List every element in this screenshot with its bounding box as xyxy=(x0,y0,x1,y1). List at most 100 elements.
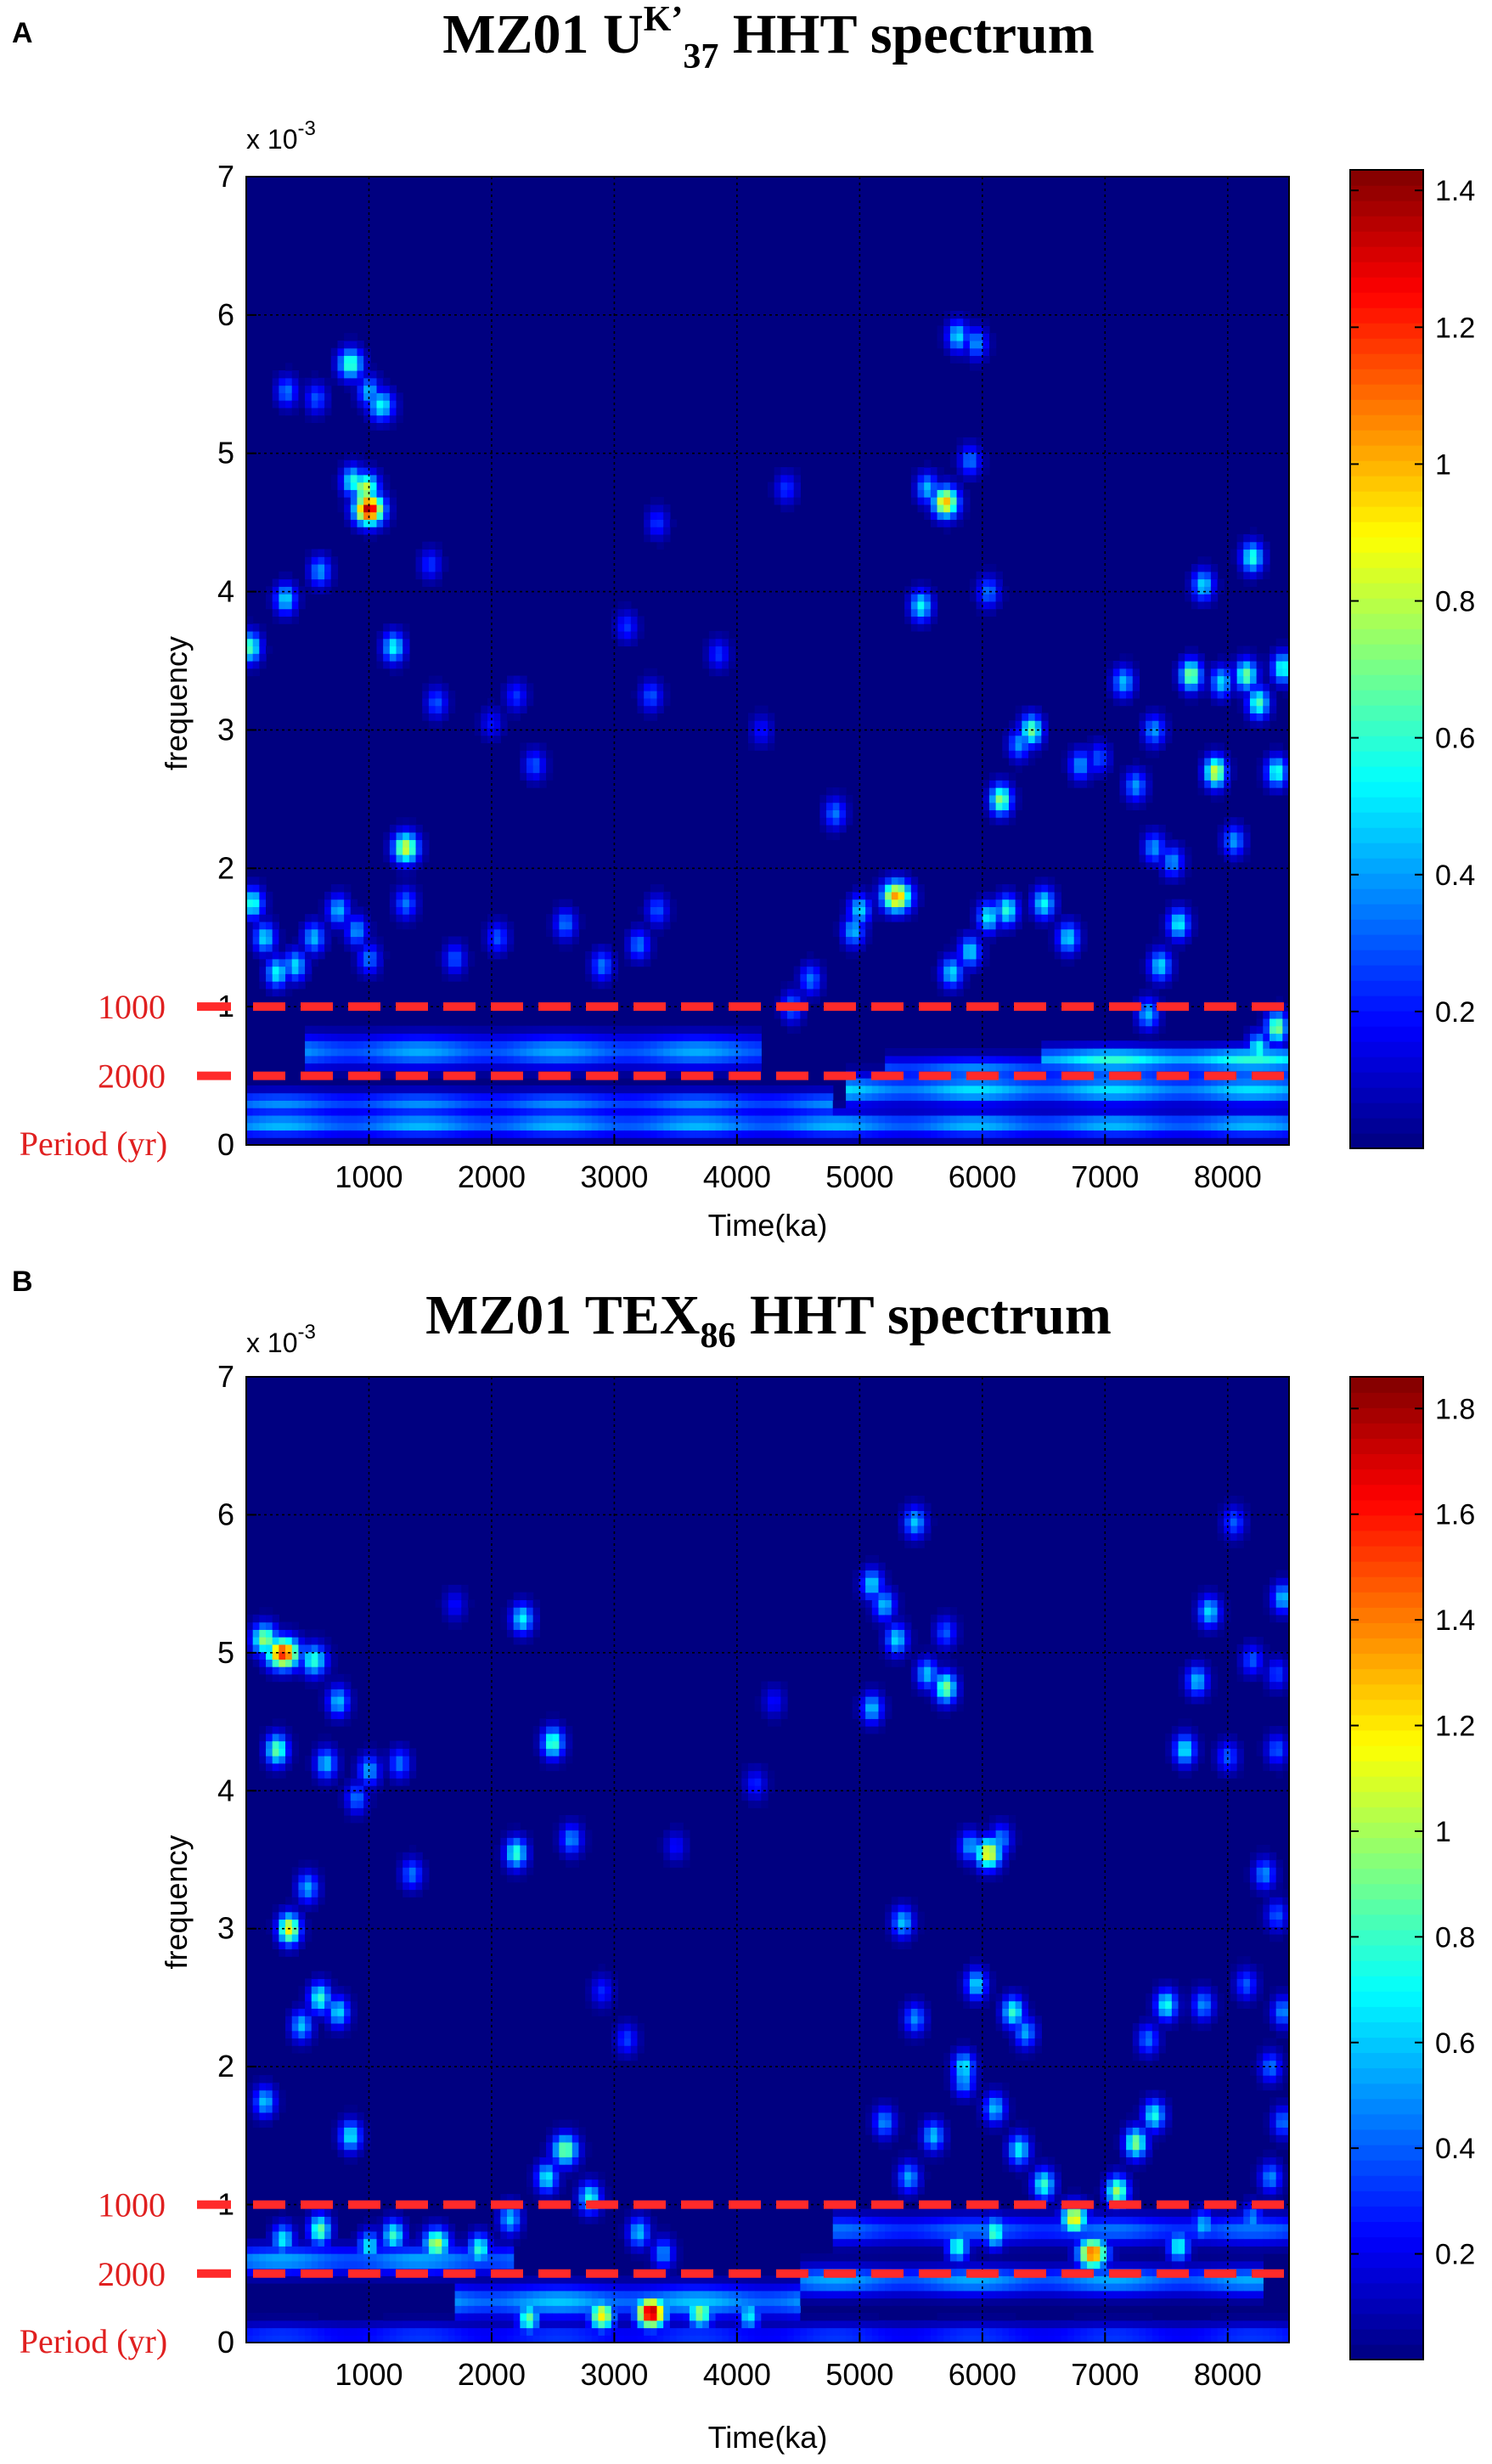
heatmap-cell xyxy=(350,467,358,476)
heatmap-cell xyxy=(539,780,547,788)
heatmap-cell xyxy=(552,1040,560,1049)
heatmap-cell xyxy=(735,1055,742,1064)
heatmap-cell xyxy=(279,928,286,938)
heatmap-cell xyxy=(363,1130,371,1138)
heatmap-cell xyxy=(1073,758,1081,766)
heatmap-cell xyxy=(578,1070,586,1079)
heatmap-cell xyxy=(878,1063,886,1071)
heatmap-cell xyxy=(1191,928,1199,938)
heatmap-cell xyxy=(546,1033,554,1041)
heatmap-cell xyxy=(761,742,769,751)
heatmap-cell xyxy=(1236,541,1244,550)
heatmap-cell xyxy=(474,1108,481,1116)
heatmap-cell xyxy=(591,1092,600,1101)
heatmap-cell xyxy=(259,661,267,669)
heatmap-cell xyxy=(279,981,286,990)
heatmap-cell xyxy=(383,489,391,498)
heatmap-cell xyxy=(924,467,932,476)
heatmap-cell xyxy=(266,1637,273,1645)
heatmap-cell xyxy=(852,884,860,893)
heatmap-cell xyxy=(839,809,847,818)
heatmap-cell xyxy=(624,630,632,640)
heatmap-cell xyxy=(865,1100,873,1108)
heatmap-cell xyxy=(1256,772,1264,781)
heatmap-cell xyxy=(285,1897,293,1905)
heatmap-cell xyxy=(1204,668,1212,677)
heatmap-cell xyxy=(1236,1108,1244,1116)
heatmap-cell xyxy=(272,928,279,938)
heatmap-cell xyxy=(396,1033,403,1041)
heatmap-cell xyxy=(383,497,391,505)
heatmap-cell xyxy=(943,489,951,498)
heatmap-cell xyxy=(650,511,658,520)
heatmap-cell xyxy=(1100,772,1107,781)
heatmap-cell xyxy=(1178,653,1185,662)
heatmap-cell xyxy=(878,1122,886,1131)
heatmap-cell xyxy=(376,422,384,431)
heatmap-cell xyxy=(846,944,853,952)
heatmap-cell xyxy=(865,899,873,907)
heatmap-cell xyxy=(298,936,306,944)
heatmap-cell xyxy=(1126,668,1134,677)
heatmap-cell xyxy=(1275,1018,1283,1027)
heatmap-cell xyxy=(324,914,332,922)
heatmap-cell xyxy=(819,1100,827,1108)
heatmap-cell xyxy=(350,914,358,922)
heatmap-cell xyxy=(1028,742,1036,751)
heatmap-cell xyxy=(442,951,449,960)
heatmap-cell xyxy=(363,1048,371,1057)
heatmap-cell xyxy=(995,1085,1003,1094)
heatmap-cell xyxy=(481,1130,488,1138)
heatmap-cell xyxy=(695,1025,703,1035)
heatmap-cell xyxy=(949,1048,958,1057)
heatmap-cell xyxy=(566,1137,573,1145)
heatmap-cell xyxy=(285,1629,293,1638)
heatmap-cell xyxy=(369,1100,378,1108)
heatmap-cell xyxy=(376,1130,384,1138)
heatmap-cell xyxy=(578,1100,586,1108)
heatmap-cell xyxy=(513,1063,521,1071)
heatmap-cell xyxy=(898,1078,905,1086)
heatmap-cell xyxy=(1171,1048,1180,1057)
heatmap-cell xyxy=(1073,944,1081,952)
heatmap-cell xyxy=(898,1108,905,1116)
heatmap-cell xyxy=(1269,1033,1277,1041)
heatmap-cell xyxy=(252,936,260,944)
heatmap-cell xyxy=(571,1092,580,1101)
heatmap-cell xyxy=(259,2089,267,2098)
heatmap-cell xyxy=(663,1130,671,1138)
heatmap-cell xyxy=(318,1063,325,1071)
heatmap-cell xyxy=(252,2238,260,2247)
heatmap-cell xyxy=(259,2097,267,2106)
heatmap-cell xyxy=(305,1666,312,1675)
heatmap-cell xyxy=(279,1137,286,1145)
heatmap-cell xyxy=(383,661,391,669)
heatmap-cell xyxy=(1112,1122,1121,1131)
heatmap-cell xyxy=(924,1137,932,1145)
heatmap-cell xyxy=(266,966,273,974)
heatmap-cell xyxy=(1015,1100,1022,1108)
heatmap-cell xyxy=(337,482,345,490)
heatmap-cell xyxy=(507,1100,515,1108)
heatmap-cell xyxy=(885,1055,892,1064)
heatmap-cell xyxy=(376,414,384,423)
heatmap-cell xyxy=(1022,1063,1029,1071)
heatmap-cell xyxy=(910,1055,919,1064)
heatmap-cell xyxy=(774,1085,781,1094)
heatmap-cell xyxy=(865,921,873,930)
heatmap-cell xyxy=(898,914,905,922)
heatmap-cell xyxy=(539,1040,547,1049)
heatmap-cell xyxy=(1002,891,1010,900)
heatmap-cell xyxy=(1034,921,1042,930)
heatmap-cell xyxy=(546,772,554,781)
heatmap-cell xyxy=(1197,600,1205,610)
heatmap-cell xyxy=(708,1137,717,1145)
heatmap-cell xyxy=(1178,1137,1185,1145)
heatmap-cell xyxy=(630,951,639,960)
heatmap-cell xyxy=(793,1137,801,1145)
heatmap-cell xyxy=(415,1114,423,1124)
heatmap-cell xyxy=(1243,1092,1251,1101)
heatmap-cell xyxy=(311,2335,319,2343)
heatmap-cell xyxy=(448,944,456,952)
heatmap-cell xyxy=(852,1108,860,1116)
